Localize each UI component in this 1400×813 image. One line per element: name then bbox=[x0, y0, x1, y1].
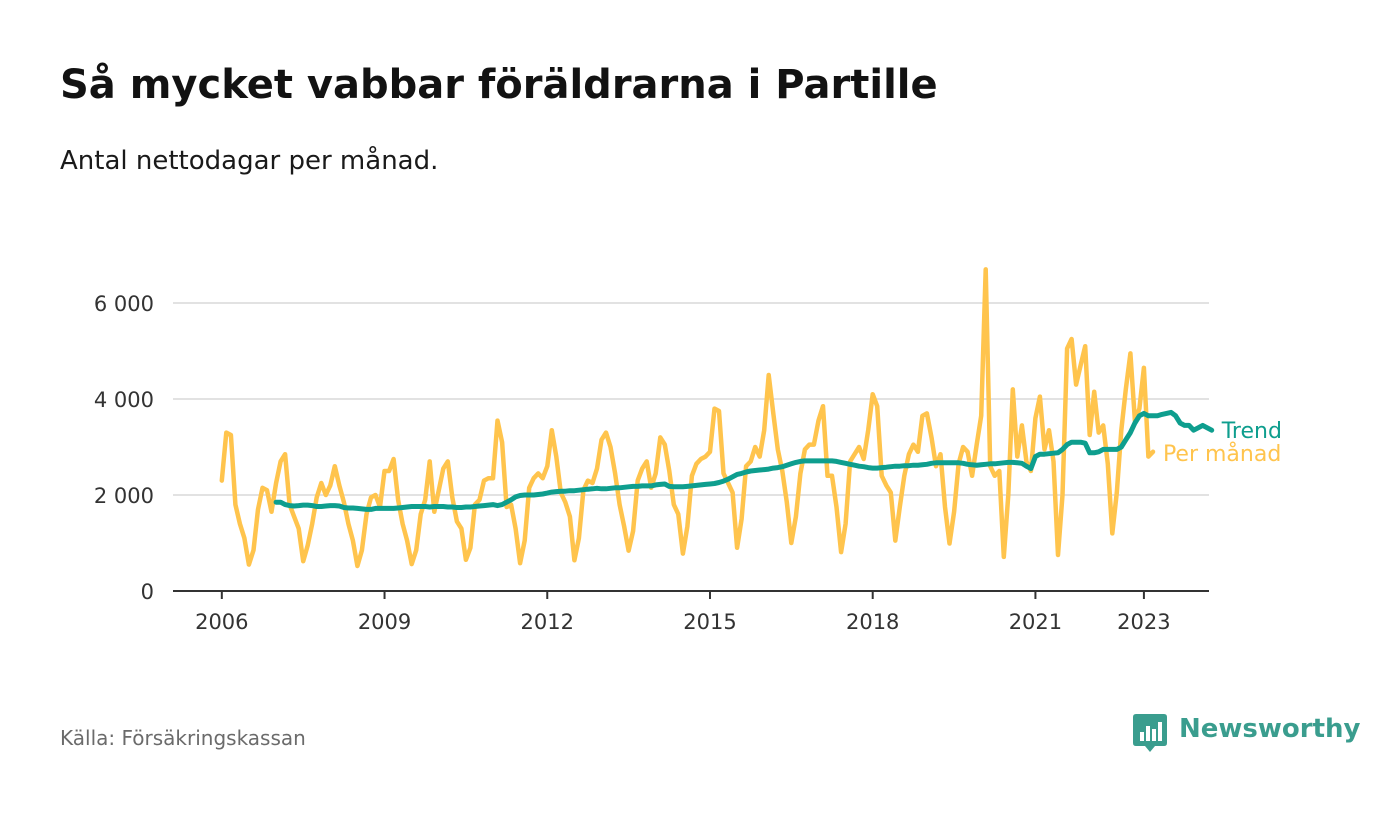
y-tick-label: 6 000 bbox=[94, 292, 154, 316]
x-tick-label: 2021 bbox=[1009, 610, 1062, 634]
y-tick-label: 0 bbox=[141, 580, 154, 604]
series-line-per-manad bbox=[219, 267, 1156, 569]
source-note: Källa: Försäkringskassan bbox=[60, 726, 306, 750]
x-tick-label: 2015 bbox=[683, 610, 736, 634]
series-line-trend bbox=[273, 409, 1215, 512]
legend-label-per-manad: Per månad bbox=[1163, 441, 1281, 467]
x-axis: 2006 2009 2012 2015 2018 2021 2023 bbox=[173, 590, 1209, 634]
y-axis-ticks: 0 2 000 4 000 6 000 bbox=[94, 292, 154, 604]
newsworthy-bar-chart-icon bbox=[1133, 714, 1167, 752]
brand-name: Newsworthy bbox=[1179, 714, 1361, 744]
legend-label-trend: Trend bbox=[1221, 419, 1282, 444]
x-tick-label: 2012 bbox=[521, 610, 574, 634]
x-tick-label: 2023 bbox=[1117, 610, 1170, 634]
chart-title: Så mycket vabbar föräldrarna i Partille bbox=[60, 62, 938, 108]
brand-logo[interactable]: Newsworthy bbox=[1133, 712, 1360, 756]
y-tick-label: 4 000 bbox=[94, 388, 154, 412]
series-lines bbox=[219, 267, 1215, 569]
x-tick-label: 2006 bbox=[195, 610, 248, 634]
x-tick-label: 2018 bbox=[846, 610, 899, 634]
chart-subtitle: Antal nettodagar per månad. bbox=[60, 146, 439, 176]
y-tick-label: 2 000 bbox=[94, 484, 154, 508]
x-tick-label: 2009 bbox=[358, 610, 411, 634]
